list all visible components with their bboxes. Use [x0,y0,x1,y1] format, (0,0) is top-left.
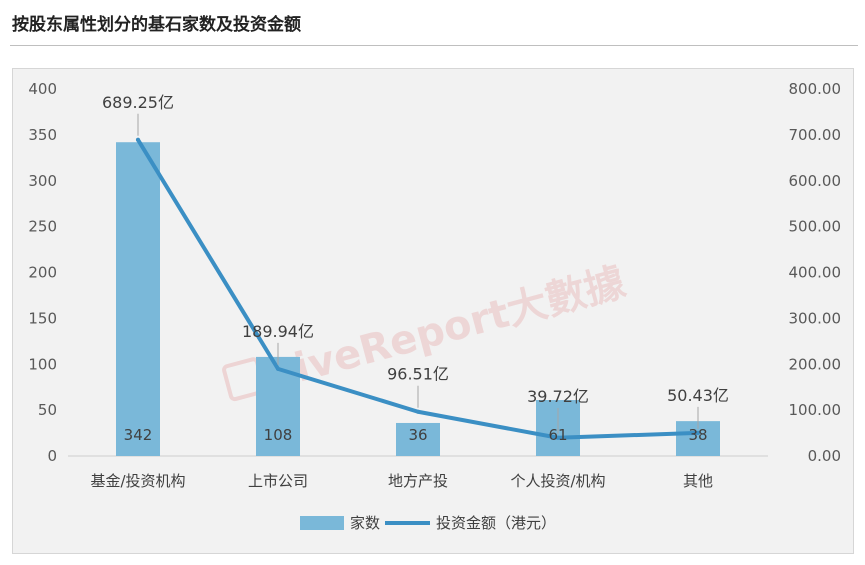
line-point [276,366,280,371]
bar-data-label: 61 [548,426,567,444]
line-point [696,430,700,435]
line-data-label: 96.51亿 [387,365,449,384]
y-right-tick-label: 800.00 [789,80,842,98]
y-right-tick-label: 100.00 [789,401,842,419]
bar-series [116,142,720,456]
y-right-tick-label: 500.00 [789,218,842,236]
line-data-label: 39.72亿 [527,387,589,406]
y-left-tick-label: 400 [28,80,57,98]
line-data-label: 189.94亿 [242,322,314,341]
y-left-tick-label: 100 [28,355,57,373]
y-right-tick-label: 700.00 [789,126,842,144]
x-category-label: 基金/投资机构 [90,472,185,490]
line-point [416,409,420,414]
y-right-tick-label: 600.00 [789,172,842,190]
x-category-label: 地方产投 [388,472,448,490]
legend-label-line: 投资金额（港元） [436,514,556,532]
y-left-tick-label: 50 [38,401,57,419]
line-series [136,137,700,440]
y-right-tick-label: 300.00 [789,309,842,327]
page-title: 按股东属性划分的基石家数及投资金额 [12,15,301,35]
line-point [556,435,560,440]
legend-swatch-bar [300,516,344,530]
x-category-label: 其他 [683,472,713,490]
y-left-tick-label: 350 [28,126,57,144]
bar-data-label: 108 [264,426,293,444]
line-data-label: 50.43亿 [667,386,729,405]
y-left-tick-label: 200 [28,264,57,282]
line-data-label: 689.25亿 [102,93,174,112]
legend: 家数 投资金额（港元） [300,514,556,532]
bar-data-label: 36 [408,426,427,444]
y-right-tick-label: 200.00 [789,355,842,373]
y-left-tick-label: 150 [28,309,57,327]
y-right-tick-label: 400.00 [789,264,842,282]
y-left-tick-label: 250 [28,218,57,236]
bar [396,422,440,456]
title-divider [10,45,858,46]
x-category-label: 个人投资/机构 [510,472,605,490]
y-right-tick-label: 0.00 [808,447,841,465]
bar-data-label: 38 [688,426,707,444]
data-labels: 342 108 36 61 38 689.25亿 189.94亿 96.51亿 39.72亿 50… [102,93,729,444]
y-left-tick-label: 0 [47,447,57,465]
y-left-tick-label: 300 [28,172,57,190]
bar [116,142,160,456]
legend-label-bar: 家数 [350,514,380,532]
bar-data-label: 342 [124,426,153,444]
x-category-label: 上市公司 [248,472,308,490]
line-point [136,137,140,142]
